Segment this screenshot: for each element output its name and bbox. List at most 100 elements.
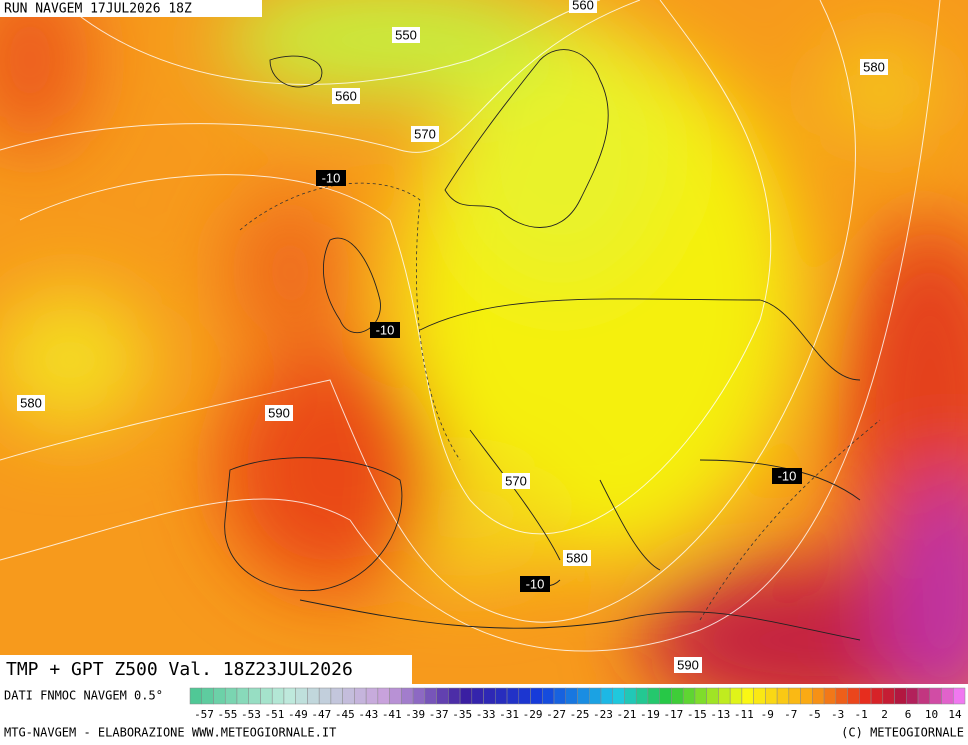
scale-label: -47 — [311, 708, 331, 721]
contour-label-box — [332, 88, 360, 104]
header-box — [0, 0, 262, 17]
scale-label: -37 — [429, 708, 449, 721]
isohypses — [0, 0, 941, 652]
scale-label: -19 — [640, 708, 660, 721]
scale-label: -51 — [264, 708, 284, 721]
scale-swatch — [671, 687, 684, 705]
scale-label: -21 — [617, 708, 637, 721]
title-box — [0, 655, 412, 684]
contour-label: 560 — [335, 88, 357, 103]
scale-swatch — [401, 687, 414, 705]
scale-label: -45 — [335, 708, 355, 721]
scale-swatch — [471, 687, 484, 705]
contour-label-box — [860, 59, 888, 75]
scale-swatch — [694, 687, 707, 705]
contour-label: 580 — [863, 59, 885, 74]
scale-swatch — [424, 687, 437, 705]
scale-label: -13 — [710, 708, 730, 721]
scale-swatch — [260, 687, 273, 705]
scale-swatch — [929, 687, 942, 705]
scale-label: -27 — [546, 708, 566, 721]
scale-swatch — [389, 687, 402, 705]
contour-label: -10 — [322, 170, 341, 185]
scale-swatch — [236, 687, 249, 705]
scale-swatch — [635, 687, 649, 705]
contour-label: 580 — [20, 395, 42, 410]
scale-swatch — [894, 687, 907, 705]
contour-label-box — [17, 395, 45, 411]
scale-label: -29 — [523, 708, 543, 721]
scale-swatch — [706, 687, 719, 705]
scale-swatch — [823, 687, 837, 705]
isotherms — [239, 182, 881, 621]
scale-swatch — [412, 687, 426, 705]
scale-swatch — [741, 687, 754, 705]
scale-swatch — [800, 687, 813, 705]
scale-swatch — [577, 687, 590, 705]
scale-swatch — [847, 687, 860, 705]
credit: MTG-NAVGEM - ELABORAZIONE WWW.METEOGIORN… — [4, 726, 336, 740]
scale-label: -43 — [358, 708, 378, 721]
contour-label: 570 — [414, 126, 436, 141]
contour-label-box — [316, 170, 346, 186]
scale-label: -7 — [784, 708, 797, 721]
scale-swatch — [542, 687, 555, 705]
scale-swatch — [213, 687, 226, 705]
scale-label: -39 — [405, 708, 425, 721]
scale-label: 6 — [905, 708, 912, 721]
scale-swatch — [448, 687, 461, 705]
scale-swatch — [295, 687, 308, 705]
scale-swatch — [307, 687, 320, 705]
scale-label: -31 — [499, 708, 519, 721]
scale-swatch — [271, 687, 285, 705]
scale-swatch — [342, 687, 355, 705]
scale-swatch — [530, 687, 543, 705]
scale-swatch — [283, 687, 296, 705]
contour-label: -10 — [526, 576, 545, 591]
contour-label-box — [563, 550, 591, 566]
scale-swatch — [682, 687, 696, 705]
scale-swatch — [659, 687, 672, 705]
scale-swatch — [354, 687, 367, 705]
scale-label: -17 — [663, 708, 683, 721]
scale-label: -3 — [831, 708, 844, 721]
scale-label: -53 — [241, 708, 261, 721]
scale-swatch — [729, 687, 743, 705]
scale-swatch — [612, 687, 625, 705]
run-label: RUN NAVGEM 17JUL2026 18Z — [4, 2, 192, 17]
scale-swatch — [318, 687, 332, 705]
contour-label: 570 — [505, 473, 527, 488]
contour-label-box — [772, 468, 802, 484]
scale-swatch — [765, 687, 778, 705]
scale-label: -11 — [734, 708, 754, 721]
contour-label-box — [265, 405, 293, 421]
scale-label: 2 — [881, 708, 888, 721]
scale-label: -9 — [761, 708, 774, 721]
scale-swatch — [201, 687, 214, 705]
scale-swatch — [588, 687, 602, 705]
scale-label: -57 — [194, 708, 214, 721]
contour-label-box — [392, 27, 420, 43]
scale-swatch — [812, 687, 825, 705]
contour-label: 590 — [268, 405, 290, 420]
contour-label-box — [569, 0, 597, 13]
scale-swatch — [224, 687, 238, 705]
contour-label: 580 — [566, 550, 588, 565]
scale-swatch — [565, 687, 578, 705]
scale-swatch — [189, 687, 202, 705]
map-title: TMP + GPT Z500 Val. 18Z23JUL2026 — [6, 659, 353, 680]
scale-label: -25 — [570, 708, 590, 721]
contour-label-box — [502, 473, 530, 489]
temperature-field — [0, 0, 968, 684]
scale-swatch — [753, 687, 766, 705]
contour-label-box — [674, 657, 702, 673]
scale-swatch — [776, 687, 790, 705]
scale-swatch — [941, 687, 954, 705]
contour-label: -10 — [376, 322, 395, 337]
scale-swatch — [483, 687, 496, 705]
scale-swatch — [459, 687, 473, 705]
scale-swatch — [859, 687, 872, 705]
scale-swatch — [377, 687, 390, 705]
